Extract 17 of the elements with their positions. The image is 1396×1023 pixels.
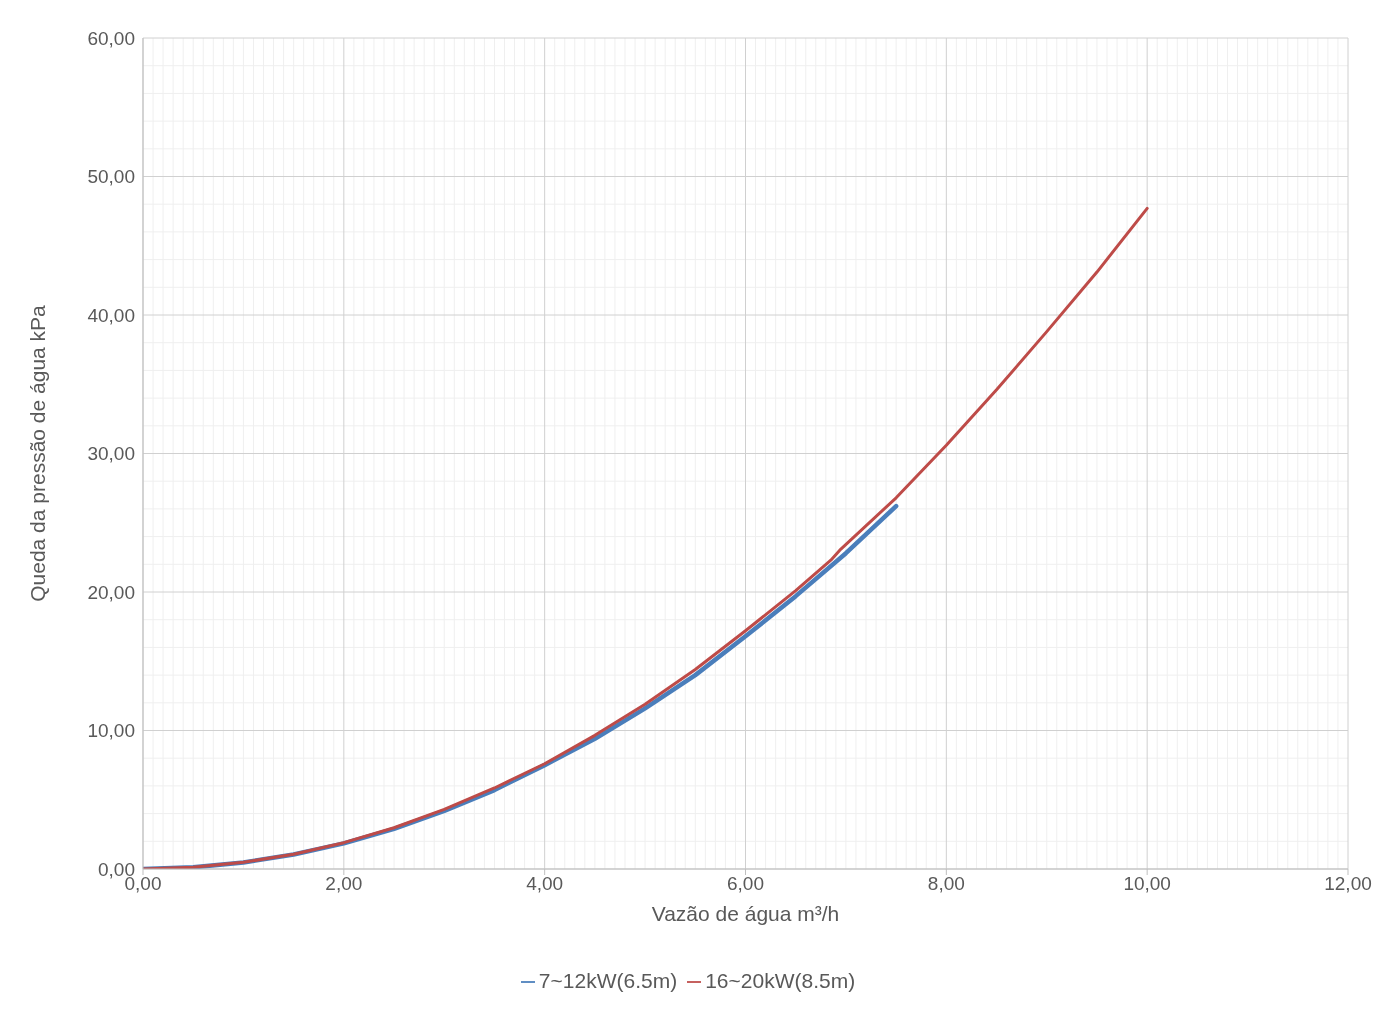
- x-tick-label: 8,00: [927, 873, 965, 895]
- x-tick-label: 2,00: [325, 873, 363, 895]
- x-tick-label: 12,00: [1324, 873, 1372, 895]
- y-tick-label: 20,00: [87, 581, 135, 603]
- line-series: [143, 206, 1149, 869]
- x-tick-label: 6,00: [727, 873, 764, 895]
- y-tick-label: 50,00: [87, 166, 135, 188]
- x-axis-title: Vazão de água m³/h: [651, 902, 840, 925]
- y-axis-title: Queda da pressão de água kPa: [26, 304, 50, 602]
- y-tick-label: 10,00: [87, 720, 135, 742]
- y-tick-label: 40,00: [87, 304, 135, 326]
- x-tick-label: 10,00: [1123, 873, 1171, 895]
- y-tick-label: 60,00: [87, 27, 135, 49]
- legend-label: 7~12kW(6.5m): [538, 969, 678, 992]
- legend-label: 16~20kW(8.5m): [705, 969, 856, 992]
- x-tick-label: 4,00: [526, 873, 564, 895]
- y-tick-label: 30,00: [87, 443, 135, 465]
